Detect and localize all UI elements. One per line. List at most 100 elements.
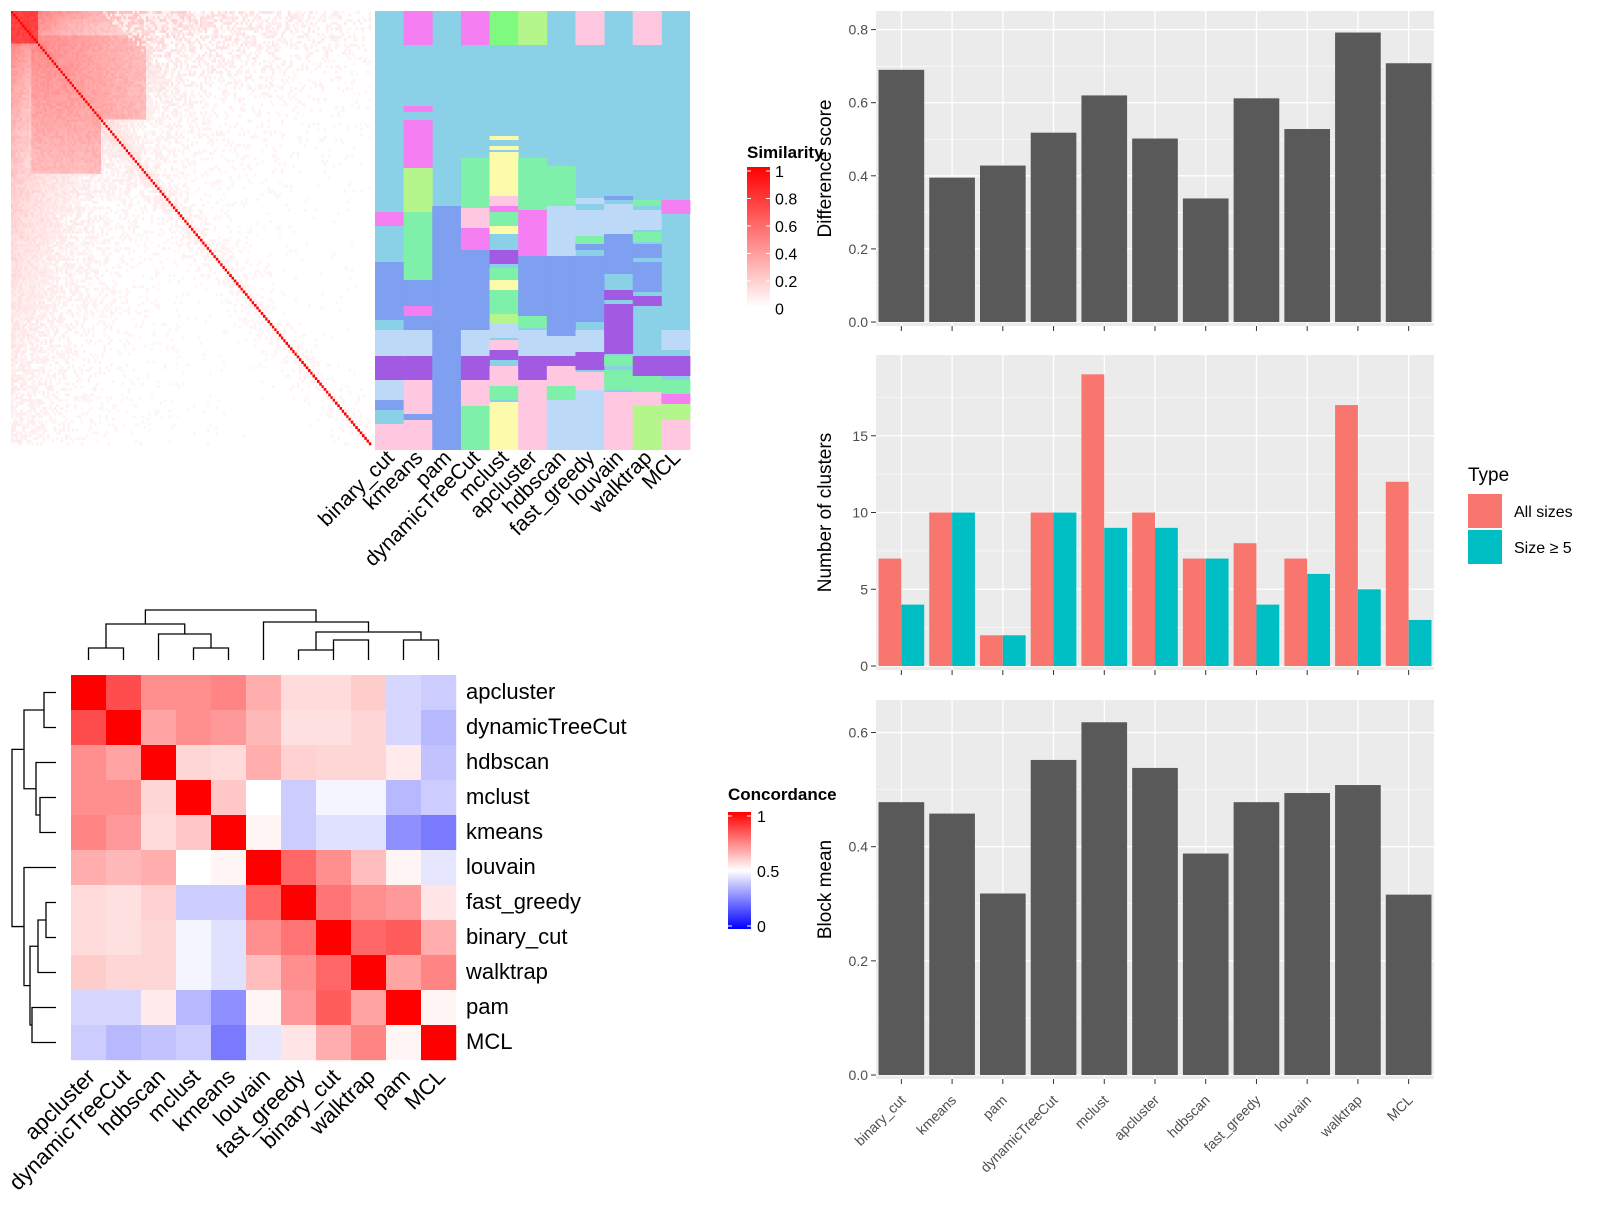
similarity-cell	[278, 38, 282, 42]
similarity-cell	[290, 86, 293, 90]
similarity-cell	[143, 84, 147, 88]
similarity-cell	[33, 108, 37, 112]
similarity-cell	[56, 51, 59, 55]
similarity-cell	[103, 67, 106, 71]
similarity-cell	[58, 154, 61, 158]
similarity-cell	[134, 38, 138, 42]
similarity-cell	[283, 40, 286, 44]
similarity-cell	[265, 143, 268, 147]
similarity-cell	[269, 11, 273, 15]
similarity-cell	[98, 21, 102, 25]
similarity-cell	[103, 76, 106, 80]
similarity-cell	[231, 11, 235, 15]
similarity-cell	[321, 57, 325, 61]
similarity-cell	[272, 73, 275, 77]
similarity-cell	[173, 95, 176, 99]
similarity-cell	[123, 114, 127, 118]
similarity-cell	[211, 59, 214, 63]
similarity-cell	[67, 141, 70, 145]
similarity-cell	[148, 48, 151, 52]
similarity-cell	[42, 135, 46, 139]
similarity-cell	[76, 21, 79, 25]
similarity-cell	[213, 48, 217, 52]
similarity-cell	[49, 67, 52, 71]
similarity-cell	[116, 122, 120, 126]
similarity-cell	[134, 103, 138, 107]
similarity-cell	[89, 59, 93, 63]
similarity-cell	[188, 111, 192, 115]
similarity-cell	[103, 43, 106, 47]
similarity-cell	[137, 135, 140, 139]
similarity-cell	[150, 100, 154, 104]
similarity-cell	[17, 32, 21, 36]
similarity-cell	[292, 24, 295, 28]
similarity-cell	[177, 13, 181, 17]
similarity-cell	[71, 152, 75, 156]
similarity-cell	[17, 73, 21, 77]
similarity-cell	[105, 152, 109, 156]
similarity-cell	[269, 100, 273, 104]
similarity-cell	[177, 59, 181, 63]
similarity-cell	[60, 19, 64, 23]
similarity-cell	[193, 21, 196, 25]
similarity-cell	[26, 65, 30, 69]
similarity-cell	[229, 16, 232, 20]
similarity-cell	[182, 43, 185, 47]
similarity-cell	[278, 21, 282, 25]
similarity-cell	[206, 21, 210, 25]
similarity-cell	[159, 78, 163, 82]
similarity-cell	[326, 51, 329, 55]
similarity-cell	[164, 103, 167, 107]
similarity-cell	[134, 11, 138, 15]
similarity-cell	[130, 119, 133, 123]
similarity-cell	[240, 59, 244, 63]
similarity-cell	[13, 19, 16, 23]
similarity-cell	[98, 138, 102, 142]
similarity-cell	[56, 119, 59, 123]
similarity-cell	[305, 138, 309, 142]
similarity-cell	[22, 149, 25, 153]
similarity-cell	[56, 143, 59, 147]
similarity-cell	[319, 62, 322, 66]
similarity-cell	[15, 89, 19, 93]
similarity-cell	[209, 48, 212, 52]
similarity-cell	[26, 149, 30, 153]
similarity-cell	[60, 124, 64, 128]
similarity-cell	[195, 19, 199, 23]
similarity-cell	[69, 24, 73, 28]
similarity-cell	[42, 67, 46, 71]
similarity-cell	[166, 35, 169, 39]
similarity-cell	[193, 48, 196, 52]
similarity-cell	[175, 48, 178, 52]
similarity-cell	[98, 32, 102, 36]
similarity-cell	[159, 24, 163, 28]
similarity-cell	[110, 100, 113, 104]
similarity-cell	[249, 11, 253, 15]
similarity-cell	[170, 51, 174, 55]
similarity-cell	[175, 21, 178, 25]
similarity-cell	[276, 11, 280, 15]
similarity-cell	[44, 46, 48, 50]
similarity-cell	[40, 35, 43, 39]
similarity-cell	[11, 97, 14, 101]
similarity-cell	[368, 24, 372, 28]
similarity-cell	[166, 100, 169, 104]
similarity-cell	[62, 141, 66, 145]
similarity-cell	[105, 114, 109, 118]
similarity-cell	[121, 54, 124, 58]
similarity-cell	[65, 152, 68, 156]
similarity-cell	[112, 27, 115, 31]
similarity-cell	[224, 122, 228, 126]
similarity-cell	[236, 122, 239, 126]
similarity-cell	[96, 124, 100, 128]
similarity-cell	[161, 24, 165, 28]
similarity-cell	[222, 16, 226, 20]
similarity-cell	[22, 24, 25, 28]
similarity-cell	[215, 130, 219, 134]
similarity-cell	[76, 51, 79, 55]
similarity-cell	[240, 13, 244, 17]
similarity-cell	[105, 24, 109, 28]
similarity-cell	[125, 48, 129, 52]
similarity-cell	[85, 108, 88, 112]
